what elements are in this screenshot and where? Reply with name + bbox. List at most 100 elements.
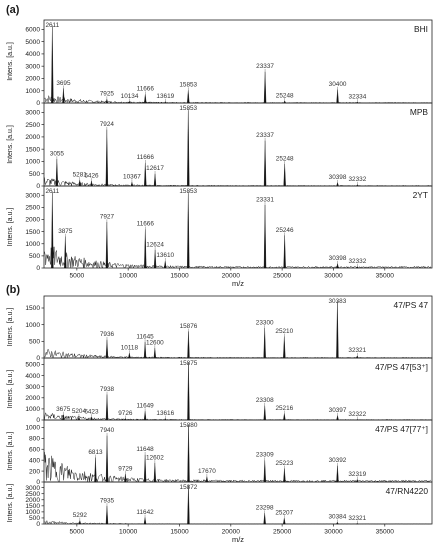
- peak-label: 15880: [180, 422, 198, 429]
- peak-label: 7940: [100, 427, 115, 434]
- peak-label: 32321: [348, 347, 366, 354]
- spectrum-0: 0 500 1000 1500 Intens. [a.u.] 47/PS 47 7936 10…: [7, 295, 433, 362]
- peak-label: 11642: [136, 509, 154, 516]
- y-tick-label: 0: [36, 183, 40, 190]
- y-tick-label: 3000: [25, 110, 40, 117]
- peak-mark: [64, 236, 67, 269]
- y-tick-label: 3000: [25, 63, 40, 70]
- spectrum-noise-trace: [44, 519, 431, 525]
- peak-mark: [62, 88, 65, 104]
- peak-label: 30384: [329, 514, 347, 521]
- y-axis-label: Intens. [a.u.]: [7, 308, 14, 347]
- y-tick-label: 2500: [25, 122, 40, 129]
- x-tick-label: 10000: [119, 529, 138, 536]
- peak-mark: [144, 229, 147, 269]
- peak-label: 13616: [156, 410, 174, 417]
- peak-label: 30400: [329, 81, 347, 88]
- y-tick-label: 3000: [25, 192, 40, 199]
- plot-frame: [43, 102, 433, 187]
- spectrum-name: 47/PS 47: [394, 300, 429, 310]
- peak-label: 32319: [348, 471, 366, 478]
- spectrum-1: 0 1000 2000 3000 4000 5000 Intens. [a.u.] 47/PS…: [7, 357, 433, 424]
- peak-label: 7938: [100, 386, 115, 393]
- y-tick-label: 1000: [25, 406, 40, 413]
- peak-label: 11666: [137, 221, 155, 228]
- panel-label: (b): [6, 284, 20, 296]
- y-tick-label: 4000: [25, 51, 40, 58]
- peak-label: 15876: [180, 323, 198, 330]
- peak-label: 12617: [146, 165, 164, 172]
- peak-label: 15872: [180, 484, 198, 491]
- peak-label: 3875: [58, 228, 73, 235]
- peak-mark: [153, 249, 157, 269]
- peak-mark: [105, 221, 109, 269]
- peak-mark: [128, 352, 131, 359]
- peak-mark: [55, 158, 59, 187]
- y-tick-label: 1000: [25, 241, 40, 248]
- peak-label: 13619: [156, 93, 174, 100]
- peak-mark: [283, 468, 286, 483]
- peak-mark: [105, 394, 109, 421]
- peak-label: 30397: [329, 407, 347, 414]
- y-tick-label: 0: [36, 355, 40, 362]
- peak-label: 9729: [118, 465, 133, 472]
- peak-mark: [187, 191, 190, 269]
- y-tick-label: 500: [29, 515, 40, 522]
- x-tick-label: 25000: [273, 529, 292, 536]
- y-axis-label: Intens. [a.u.]: [7, 432, 14, 471]
- peak-mark: [153, 462, 157, 483]
- x-tick-label: 35000: [376, 273, 395, 280]
- peak-mark: [187, 90, 190, 104]
- peak-mark: [187, 485, 190, 525]
- x-tick-label: 25000: [273, 273, 292, 280]
- x-tick-label: 15000: [170, 529, 189, 536]
- peak-label: 5292: [73, 512, 88, 519]
- peak-label: 32332: [349, 176, 367, 183]
- peak-label: 15853: [179, 82, 197, 89]
- peak-label: 32322: [348, 411, 366, 418]
- x-axis-label: m/z: [232, 279, 244, 288]
- peak-mark: [187, 424, 190, 483]
- peak-label: 10134: [121, 93, 139, 100]
- y-tick-label: 1500: [25, 305, 40, 312]
- peak-mark: [94, 457, 97, 483]
- peak-label: 25246: [276, 227, 294, 234]
- peak-mark: [105, 339, 109, 359]
- peak-mark: [336, 89, 339, 104]
- x-tick-label: 20000: [222, 529, 241, 536]
- plot-frame: [43, 185, 433, 269]
- peak-label: 3055: [50, 151, 65, 158]
- peak-mark: [263, 460, 266, 483]
- peak-mark: [124, 473, 127, 483]
- spectrum-name: 2YT: [413, 190, 428, 200]
- peak-mark: [105, 435, 109, 483]
- peak-label: 23308: [256, 397, 274, 404]
- y-tick-label: 6000: [25, 27, 40, 34]
- peak-mark: [205, 476, 209, 483]
- peak-label: 15853: [179, 188, 197, 195]
- peak-label: 12602: [146, 454, 164, 461]
- x-tick-label: 30000: [324, 529, 343, 536]
- x-tick-label: 5000: [70, 529, 85, 536]
- y-tick-label: 800: [29, 436, 40, 443]
- panel-label: (a): [6, 4, 20, 16]
- y-tick-label: 1000: [25, 159, 40, 166]
- y-tick-label: 2500: [25, 491, 40, 498]
- peak-mark: [283, 517, 286, 525]
- peak-label: 23300: [256, 320, 274, 327]
- peak-label: 15875: [180, 360, 198, 367]
- peak-label: 12624: [146, 241, 164, 248]
- peak-label: 25210: [275, 328, 293, 335]
- y-tick-label: 1000: [25, 425, 40, 432]
- x-axis-label: m/z: [232, 535, 244, 544]
- peak-mark: [283, 336, 286, 359]
- peak-label: 23331: [256, 196, 274, 203]
- peak-label: 11666: [137, 154, 155, 161]
- spectrum-2: 0 200 400 600 800 1000 Intens. [a.u.] 47/PS 47[…: [7, 419, 433, 486]
- y-tick-label: 2000: [25, 134, 40, 141]
- peak-label: 13610: [156, 252, 174, 259]
- spectrum-2: 0 500 1000 1500 2000 2500 3000 Intens. [a.u.] 2Y…: [7, 185, 433, 272]
- peak-label: 9726: [118, 410, 133, 417]
- peak-mark: [263, 71, 267, 104]
- spectrum-name: MPB: [410, 107, 429, 117]
